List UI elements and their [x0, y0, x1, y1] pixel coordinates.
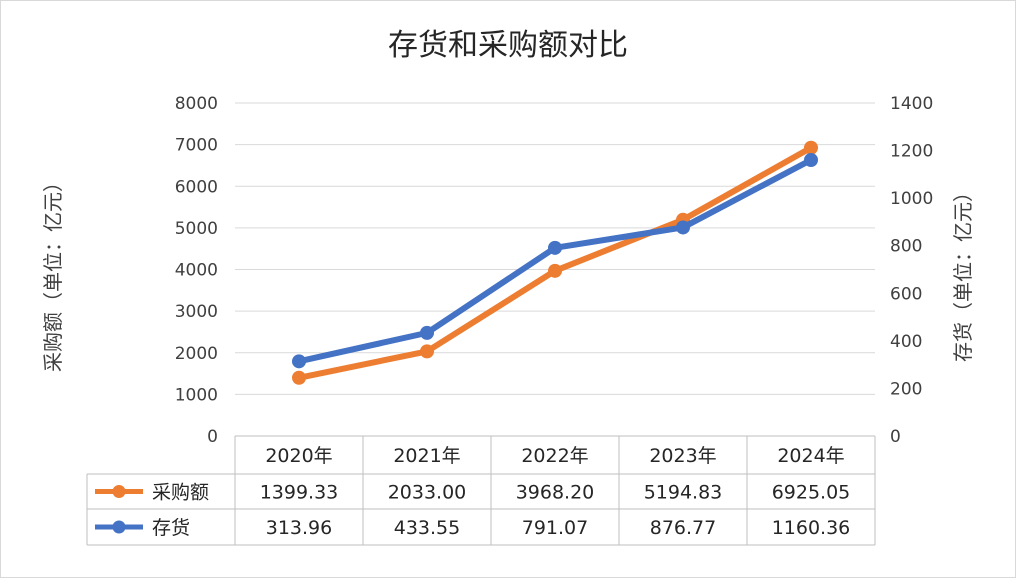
data-point	[420, 344, 434, 359]
right-tick-label: 400	[890, 332, 922, 352]
left-axis-title: 采购额（单位：亿元）	[41, 172, 65, 372]
data-point	[676, 220, 690, 235]
left-tick-label: 6000	[175, 177, 218, 197]
data-table-value: 5194.83	[644, 482, 723, 504]
data-point	[420, 325, 434, 340]
left-tick-label: 5000	[175, 219, 218, 239]
right-axis-title: 存货（单位：亿元）	[951, 182, 975, 362]
data-table-value: 2033.00	[388, 482, 467, 504]
data-point	[804, 153, 818, 168]
series-name-label: 采购额	[152, 482, 209, 504]
right-tick-label: 0	[890, 427, 901, 447]
category-label: 2022年	[521, 445, 588, 467]
category-label: 2024年	[777, 445, 844, 467]
data-table-value: 313.96	[266, 517, 332, 539]
left-tick-label: 2000	[175, 344, 218, 364]
data-table-value: 1399.33	[260, 482, 339, 504]
right-tick-label: 800	[890, 237, 922, 257]
data-point	[292, 370, 306, 385]
data-table-value: 1160.36	[772, 517, 851, 539]
legend-key-marker	[112, 485, 126, 498]
left-tick-label: 4000	[175, 261, 218, 281]
right-tick-label: 1200	[890, 142, 933, 162]
data-point	[292, 354, 306, 369]
right-tick-label: 600	[890, 284, 922, 304]
category-label: 2023年	[649, 445, 716, 467]
data-table-value: 6925.05	[772, 482, 851, 504]
data-table-value: 791.07	[522, 517, 588, 539]
right-tick-label: 200	[890, 379, 922, 399]
series-name-label: 存货	[152, 517, 190, 539]
data-point	[548, 240, 562, 255]
left-tick-label: 7000	[175, 136, 218, 156]
category-label: 2021年	[393, 445, 460, 467]
data-table-value: 433.55	[394, 517, 460, 539]
chart-title: 存货和采购额对比	[388, 28, 628, 63]
tick-labels: 0 1000 2000 3000 4000 5000 6000 7000 8000 0 200 400…	[175, 94, 934, 447]
left-tick-label: 0	[207, 427, 218, 447]
left-tick-label: 8000	[175, 94, 218, 114]
category-label: 2020年	[265, 445, 332, 467]
legend-key-marker	[112, 520, 126, 534]
right-tick-label: 1400	[890, 94, 933, 114]
right-tick-label: 1000	[890, 189, 933, 209]
data-point	[804, 140, 818, 155]
data-table-value: 876.77	[650, 517, 716, 539]
data-table-value: 3968.20	[516, 482, 595, 504]
data-point	[548, 263, 562, 278]
series-lines	[292, 140, 818, 385]
left-tick-label: 3000	[175, 302, 218, 322]
left-tick-label: 1000	[175, 385, 218, 405]
